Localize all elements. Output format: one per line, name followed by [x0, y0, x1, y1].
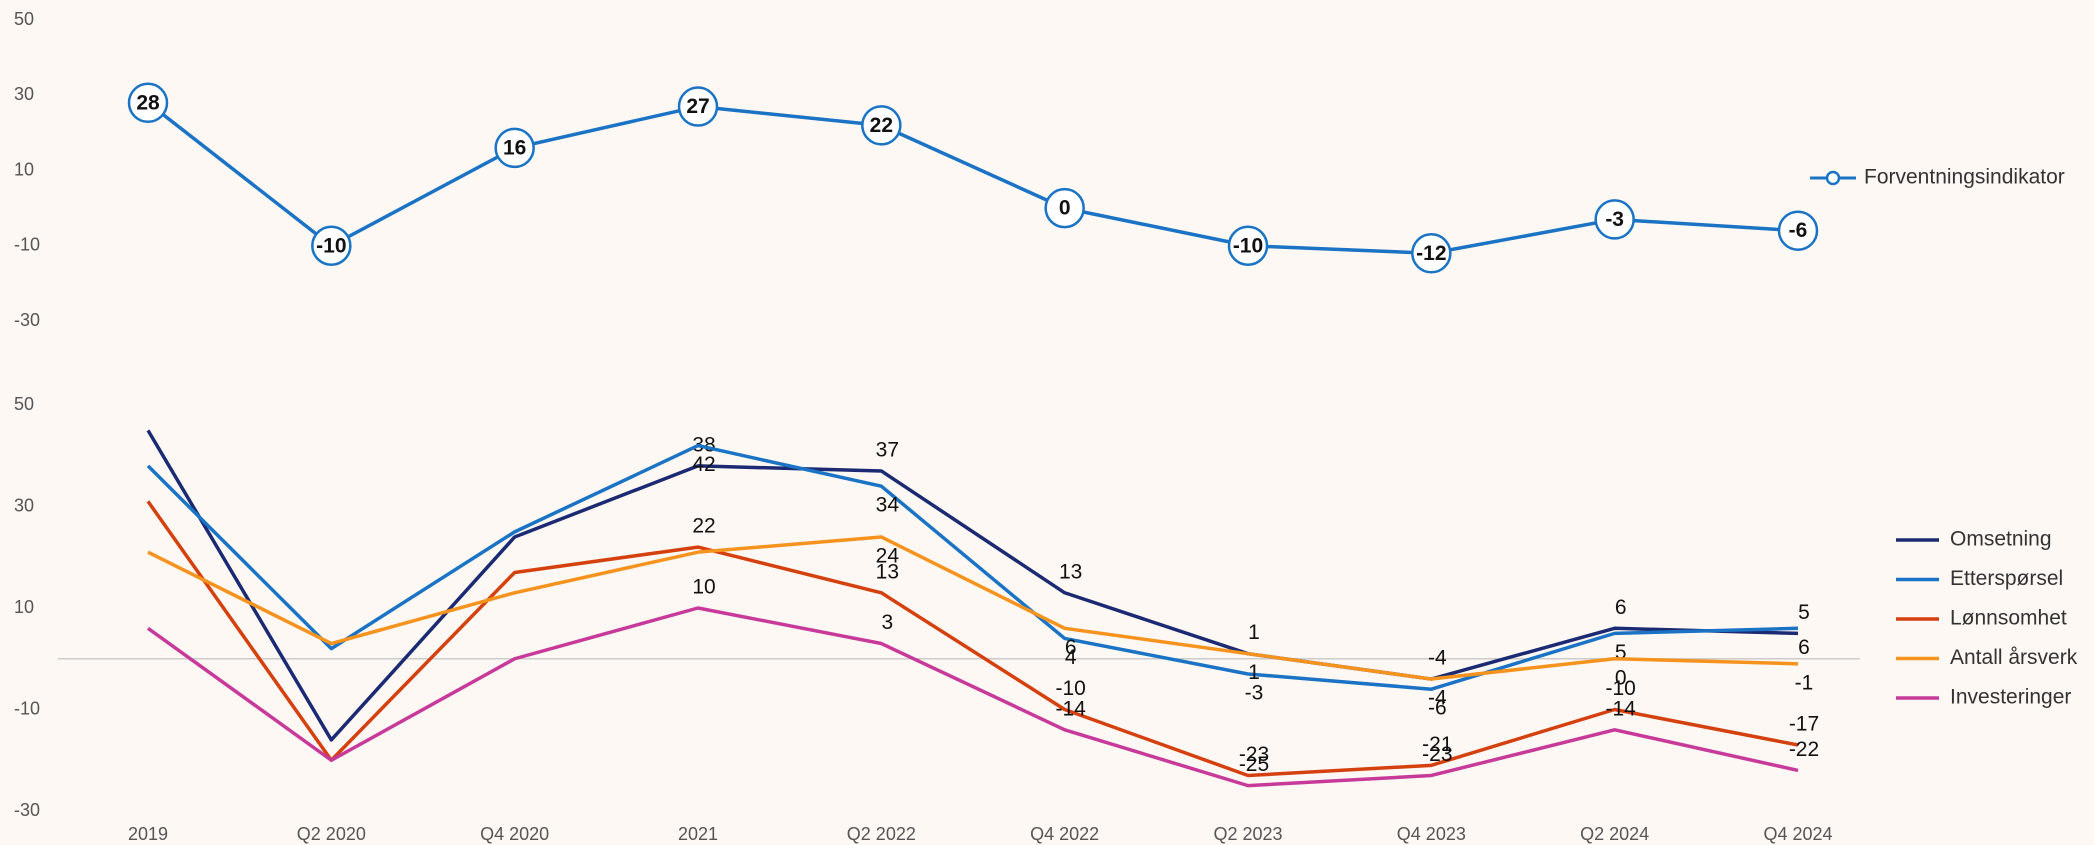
data-label: -14 — [1055, 697, 1086, 720]
data-label: -10 — [1233, 234, 1263, 257]
y-tick-label: -10 — [14, 698, 40, 718]
point-marker — [1777, 210, 1819, 251]
point-marker — [1227, 225, 1269, 266]
data-label: 10 — [692, 576, 715, 599]
y-tick-label: 10 — [14, 597, 34, 617]
x-tick-label: Q2 2024 — [1580, 824, 1649, 844]
data-label: 28 — [136, 91, 160, 114]
y-tick-label: -30 — [14, 800, 40, 820]
point-marker — [127, 82, 169, 124]
data-label: -22 — [1789, 738, 1819, 761]
data-label: 38 — [692, 433, 715, 456]
point-marker — [1044, 187, 1085, 229]
data-label: 3 — [881, 611, 893, 634]
data-label: 1 — [1248, 621, 1260, 644]
data-label: 6 — [1615, 596, 1627, 619]
x-tick-label: Q4 2020 — [480, 824, 549, 844]
x-tick-label: Q2 2020 — [297, 824, 366, 844]
y-tick-label: 50 — [14, 9, 34, 29]
data-label: 6 — [1798, 636, 1810, 659]
data-label: -3 — [1245, 682, 1264, 705]
y-tick-label: 10 — [14, 159, 34, 179]
data-label: -4 — [1428, 687, 1447, 710]
data-label: -10 — [1605, 677, 1635, 700]
data-label: 4 — [1065, 646, 1077, 669]
point-marker — [311, 225, 352, 266]
y-tick-label: -10 — [14, 235, 40, 255]
data-label: -23 — [1239, 743, 1269, 766]
legend-label: Antall årsverk — [1950, 646, 2078, 669]
data-label: -10 — [316, 234, 346, 257]
legend-marker — [1825, 170, 1841, 186]
data-label: -21 — [1422, 733, 1452, 756]
data-label: -12 — [1416, 242, 1446, 265]
data-label: -25 — [1239, 753, 1269, 776]
x-tick-label: Q4 2023 — [1397, 824, 1466, 844]
data-label: -14 — [1605, 697, 1636, 720]
series-line — [146, 101, 1799, 256]
data-label: -3 — [1605, 208, 1624, 231]
data-label: -6 — [1789, 219, 1808, 242]
legend-label: Omsetning — [1950, 528, 2052, 551]
data-label: 5 — [1615, 641, 1627, 664]
data-label: 13 — [1059, 560, 1082, 583]
data-label: 5 — [1798, 601, 1810, 624]
data-label: 13 — [876, 560, 899, 583]
legend-label: Lønnsomhet — [1950, 607, 2067, 630]
data-label: 6 — [1065, 636, 1077, 659]
series-line — [146, 443, 1799, 691]
data-label: -23 — [1422, 743, 1452, 766]
data-label: -1 — [1795, 671, 1814, 694]
data-label: -4 — [1428, 647, 1447, 670]
point-marker — [1594, 199, 1635, 240]
data-label: 24 — [876, 544, 900, 567]
data-label: 16 — [503, 136, 526, 159]
x-tick-label: 2019 — [128, 824, 168, 844]
data-label: -17 — [1789, 713, 1819, 736]
data-label: 0 — [1615, 666, 1627, 689]
legend-label: Etterspørsel — [1950, 567, 2063, 590]
point-marker — [677, 86, 719, 127]
data-label: 22 — [692, 515, 715, 538]
x-tick-label: Q2 2022 — [847, 824, 916, 844]
data-label: 1 — [1248, 661, 1260, 684]
data-label: 37 — [876, 439, 899, 462]
x-tick-label: Q4 2022 — [1030, 824, 1099, 844]
x-tick-label: Q4 2024 — [1763, 824, 1832, 844]
series-line — [146, 500, 1799, 778]
data-label: -6 — [1428, 697, 1447, 720]
data-label: 34 — [876, 494, 900, 517]
data-label: 22 — [870, 114, 893, 137]
point-marker — [861, 105, 902, 146]
y-tick-label: 30 — [14, 495, 34, 515]
data-label: 0 — [1059, 197, 1071, 220]
data-label: 27 — [686, 95, 709, 118]
y-tick-label: -30 — [14, 310, 40, 330]
x-tick-label: 2021 — [678, 824, 718, 844]
y-tick-label: 50 — [14, 394, 34, 414]
series-line — [146, 429, 1799, 742]
legend-label: Investeringer — [1950, 686, 2071, 709]
x-tick-label: Q2 2023 — [1213, 824, 1282, 844]
y-tick-label: 30 — [14, 84, 34, 104]
series-line — [147, 535, 1799, 681]
legend-label: Forventningsindikator — [1864, 166, 2065, 189]
series-line — [146, 606, 1799, 788]
point-marker — [494, 127, 535, 169]
data-label: 42 — [692, 453, 715, 476]
point-marker — [1411, 233, 1452, 274]
data-label: -10 — [1055, 677, 1085, 700]
